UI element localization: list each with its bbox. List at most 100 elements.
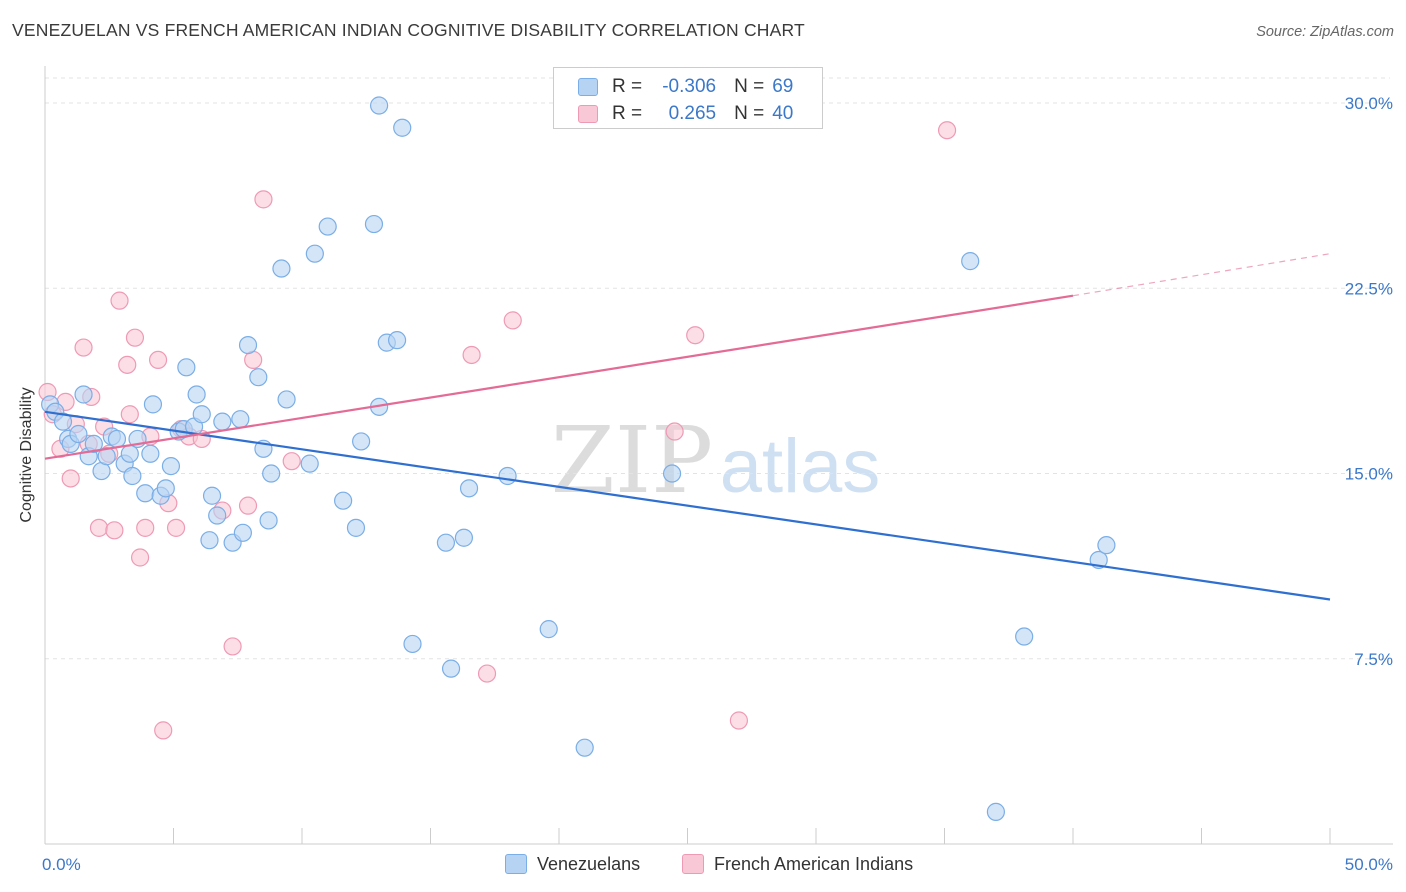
- legend-n-label: N =: [734, 103, 765, 124]
- legend-swatch-pink: [578, 105, 598, 123]
- legend-row-french-american-indians: R = 0.265 N = 40: [578, 102, 793, 126]
- legend-swatch-blue: [505, 854, 527, 874]
- y-tick-label: 15.0%: [1345, 465, 1393, 484]
- french-american-indian-point: [503, 311, 522, 330]
- venezuelan-point: [370, 96, 389, 115]
- venezuelan-point: [53, 412, 73, 431]
- x-tick-label: 50.0%: [1345, 855, 1393, 874]
- venezuelans-trend-line: [44, 410, 1331, 601]
- french-american-indian-point: [120, 405, 139, 424]
- chart-title: VENEZUELAN VS FRENCH AMERICAN INDIAN COG…: [12, 20, 805, 40]
- french-american-indian-point: [282, 452, 301, 471]
- venezuelan-point: [141, 444, 160, 463]
- venezuelan-point: [393, 118, 412, 137]
- venezuelan-point: [136, 484, 155, 503]
- venezuelan-point: [346, 518, 366, 537]
- legend-r-label: R =: [612, 76, 643, 97]
- french-american-indian-point: [136, 518, 155, 537]
- venezuelan-point: [107, 429, 127, 449]
- venezuelan-point: [961, 252, 980, 271]
- venezuelan-point: [1097, 536, 1116, 555]
- venezuelan-point: [213, 412, 232, 431]
- venezuelan-point: [305, 244, 324, 263]
- venezuelan-point: [403, 634, 422, 654]
- legend-r-value: 0.265: [668, 103, 717, 124]
- venezuelan-point: [238, 335, 258, 355]
- french-american-indian-point: [223, 637, 242, 656]
- venezuelan-point: [231, 410, 250, 429]
- legend-n-value: 40: [772, 103, 794, 124]
- legend-r-value: -0.306: [662, 76, 717, 97]
- venezuelan-point: [441, 659, 461, 678]
- y-tick-label: 30.0%: [1345, 94, 1393, 113]
- venezuelan-point: [200, 531, 219, 550]
- french-american-indian-point: [166, 518, 186, 537]
- venezuelan-point: [143, 395, 163, 414]
- venezuelan-point: [156, 479, 175, 498]
- venezuelan-point: [318, 217, 337, 236]
- venezuelan-point: [277, 390, 296, 409]
- french-american-indian-point: [110, 291, 129, 310]
- series-legend-venezuelans: Venezuelans: [505, 852, 640, 876]
- venezuelan-point: [202, 486, 222, 505]
- venezuelan-point: [259, 511, 278, 530]
- venezuelan-point: [192, 405, 211, 424]
- venezuelan-point: [575, 738, 594, 757]
- venezuelan-point: [249, 368, 268, 387]
- y-tick-label: 7.5%: [1354, 650, 1393, 669]
- french-american-indian-point: [937, 121, 957, 140]
- french-american-indian-point: [729, 711, 749, 730]
- french-american-indian-point: [125, 328, 145, 347]
- venezuelan-point: [459, 479, 479, 498]
- french-american-indian-point: [61, 469, 80, 488]
- venezuelan-point: [364, 214, 384, 234]
- stats-legend: R = -0.306 N = 69 R = 0.265 N = 40: [553, 67, 823, 129]
- french-american-indian-point: [118, 355, 137, 374]
- french-american-indian-point: [254, 190, 273, 209]
- venezuelan-point: [233, 523, 252, 542]
- french-american-indian-point: [105, 521, 124, 540]
- french-american-indian-point: [74, 338, 93, 357]
- french-american-indian-point: [154, 721, 173, 740]
- french-american-indian-point: [148, 350, 168, 370]
- french-american-indian-point: [477, 664, 497, 683]
- venezuelan-point: [498, 466, 517, 486]
- series-legend-french-american-indians: French American Indians: [682, 852, 913, 876]
- venezuelan-point: [123, 466, 142, 486]
- venezuelan-point: [208, 506, 227, 525]
- french-american-indian-point: [238, 496, 258, 515]
- french-american-indian-point: [462, 345, 481, 365]
- venezuelan-point: [436, 533, 456, 552]
- venezuelan-point: [97, 447, 116, 466]
- venezuelan-point: [334, 491, 353, 510]
- venezuelan-point: [539, 620, 558, 639]
- legend-n-value: 69: [772, 76, 794, 97]
- venezuelan-point: [300, 454, 319, 473]
- venezuelan-point: [986, 802, 1006, 821]
- french-american-indians-trend-line: [44, 294, 1074, 460]
- x-tick-label: 0.0%: [42, 855, 81, 874]
- legend-n-label: N =: [734, 76, 765, 97]
- venezuelan-point: [84, 434, 103, 453]
- venezuelan-point: [272, 259, 291, 278]
- y-tick-label: 22.5%: [1345, 279, 1393, 298]
- legend-r-label: R =: [612, 103, 643, 124]
- venezuelan-point: [69, 424, 88, 444]
- legend-swatch-pink: [682, 854, 704, 874]
- venezuelan-point: [187, 385, 206, 404]
- venezuelan-point: [662, 464, 682, 483]
- venezuelan-point: [161, 457, 181, 476]
- watermark-atlas: atlas: [720, 424, 881, 509]
- venezuelan-point: [262, 464, 281, 483]
- watermark-zip: ZIP: [551, 407, 713, 514]
- french-american-indian-point: [665, 422, 684, 441]
- french-american-indian-point: [89, 518, 109, 537]
- series-name: Venezuelans: [537, 853, 641, 874]
- venezuelan-point: [387, 331, 407, 350]
- french-american-indian-point: [130, 548, 150, 567]
- legend-swatch-blue: [578, 78, 598, 96]
- french-american-indian-point: [686, 326, 705, 345]
- venezuelan-point: [177, 358, 196, 377]
- legend-row-venezuelans: R = -0.306 N = 69: [578, 75, 793, 99]
- series-name: French American Indians: [714, 853, 914, 874]
